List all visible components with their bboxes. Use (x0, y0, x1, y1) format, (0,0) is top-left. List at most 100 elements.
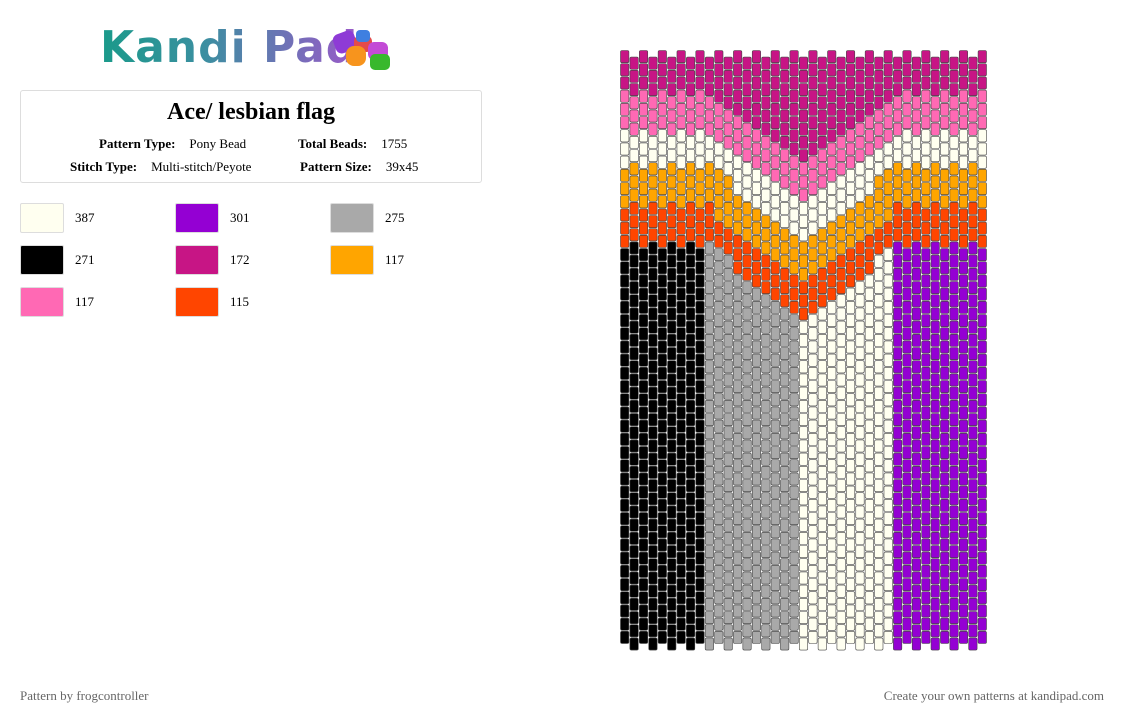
swatch (330, 245, 374, 275)
bead (817, 175, 827, 189)
bead (667, 373, 677, 387)
bead (977, 406, 987, 420)
bead (977, 538, 987, 552)
logo[interactable]: Kandi Pad (100, 22, 359, 73)
bead (676, 485, 686, 499)
bead (893, 122, 903, 136)
bead (639, 366, 649, 380)
bead (930, 452, 940, 466)
bead (893, 531, 903, 545)
bead (648, 360, 658, 374)
bead (808, 208, 818, 222)
bead (751, 525, 761, 539)
bead (686, 109, 696, 123)
swatch-count: 387 (75, 210, 95, 225)
bead (733, 604, 743, 618)
bead (808, 235, 818, 248)
bead (761, 162, 771, 176)
bead (808, 169, 818, 182)
bead (836, 188, 846, 202)
bead (893, 426, 903, 440)
bead (808, 142, 818, 156)
bead (714, 327, 724, 341)
bead (846, 525, 856, 539)
bead (968, 307, 978, 321)
bead (676, 525, 686, 539)
bead (883, 89, 893, 103)
bead (620, 103, 630, 116)
bead (751, 604, 761, 618)
bead (780, 109, 790, 123)
bead (620, 551, 630, 565)
bead (714, 340, 724, 354)
bead (874, 162, 884, 176)
bead (968, 558, 978, 572)
bead (817, 241, 827, 255)
bead (648, 399, 658, 413)
bead (911, 281, 921, 294)
bead (780, 426, 790, 440)
bead (695, 366, 705, 380)
bead (968, 254, 978, 268)
bead (883, 129, 893, 143)
bead (827, 578, 837, 591)
bead (827, 248, 837, 261)
bead (742, 479, 752, 492)
bead (770, 591, 780, 605)
bead (874, 175, 884, 189)
bead (798, 96, 809, 110)
bead (940, 604, 950, 618)
bead (789, 591, 799, 605)
bead (798, 109, 809, 123)
bead (751, 485, 761, 499)
bead (733, 406, 743, 420)
bead (761, 386, 771, 400)
bead (827, 287, 837, 301)
bead (695, 103, 705, 116)
bead (761, 413, 771, 426)
bead (893, 597, 903, 611)
bead (780, 399, 790, 413)
bead (657, 327, 667, 341)
bead (733, 459, 743, 473)
bead (827, 406, 837, 420)
bead (629, 267, 639, 281)
bead (761, 109, 771, 123)
bead (911, 70, 921, 83)
bead (648, 333, 658, 347)
bead (742, 465, 752, 479)
bead (629, 637, 639, 651)
bead (883, 604, 893, 618)
bead (798, 320, 809, 334)
bead (648, 267, 658, 281)
bead (667, 558, 677, 572)
bead (695, 248, 705, 261)
bead (629, 624, 639, 638)
bead (789, 221, 799, 235)
bead (704, 136, 714, 149)
bead (751, 314, 761, 327)
bead (686, 597, 696, 611)
bead (958, 551, 968, 565)
bead (667, 386, 677, 400)
bead (940, 287, 950, 301)
bead (723, 571, 733, 585)
bead (798, 347, 809, 360)
footer-link[interactable]: Create your own patterns at kandipad.com (883, 688, 1104, 703)
bead (620, 142, 630, 156)
bead (742, 281, 752, 294)
bead (864, 327, 874, 341)
bead (836, 624, 846, 638)
bead (921, 195, 931, 209)
bead (657, 617, 667, 631)
bead (714, 50, 724, 63)
bead (667, 624, 677, 638)
bead (742, 624, 752, 638)
bead (911, 637, 921, 651)
bead (657, 208, 667, 222)
bead (846, 340, 856, 354)
bead (686, 479, 696, 492)
bead (940, 169, 950, 182)
bead (883, 551, 893, 565)
